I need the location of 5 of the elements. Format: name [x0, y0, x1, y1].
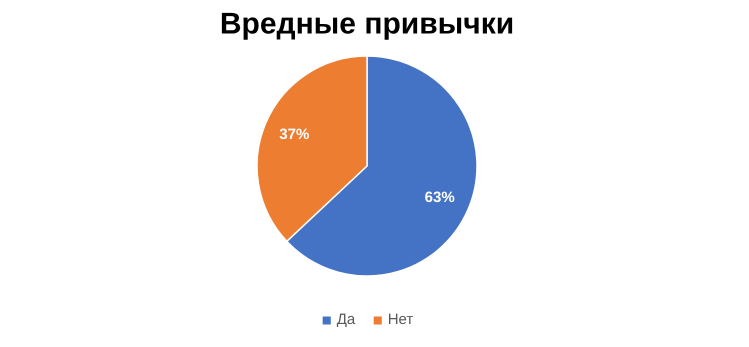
data-label: 37% [279, 126, 310, 144]
data-label: 63% [424, 188, 455, 206]
legend-label: Да [336, 311, 356, 328]
chart-title: Вредные привычки [220, 8, 514, 40]
legend-label: Нет [388, 311, 414, 328]
